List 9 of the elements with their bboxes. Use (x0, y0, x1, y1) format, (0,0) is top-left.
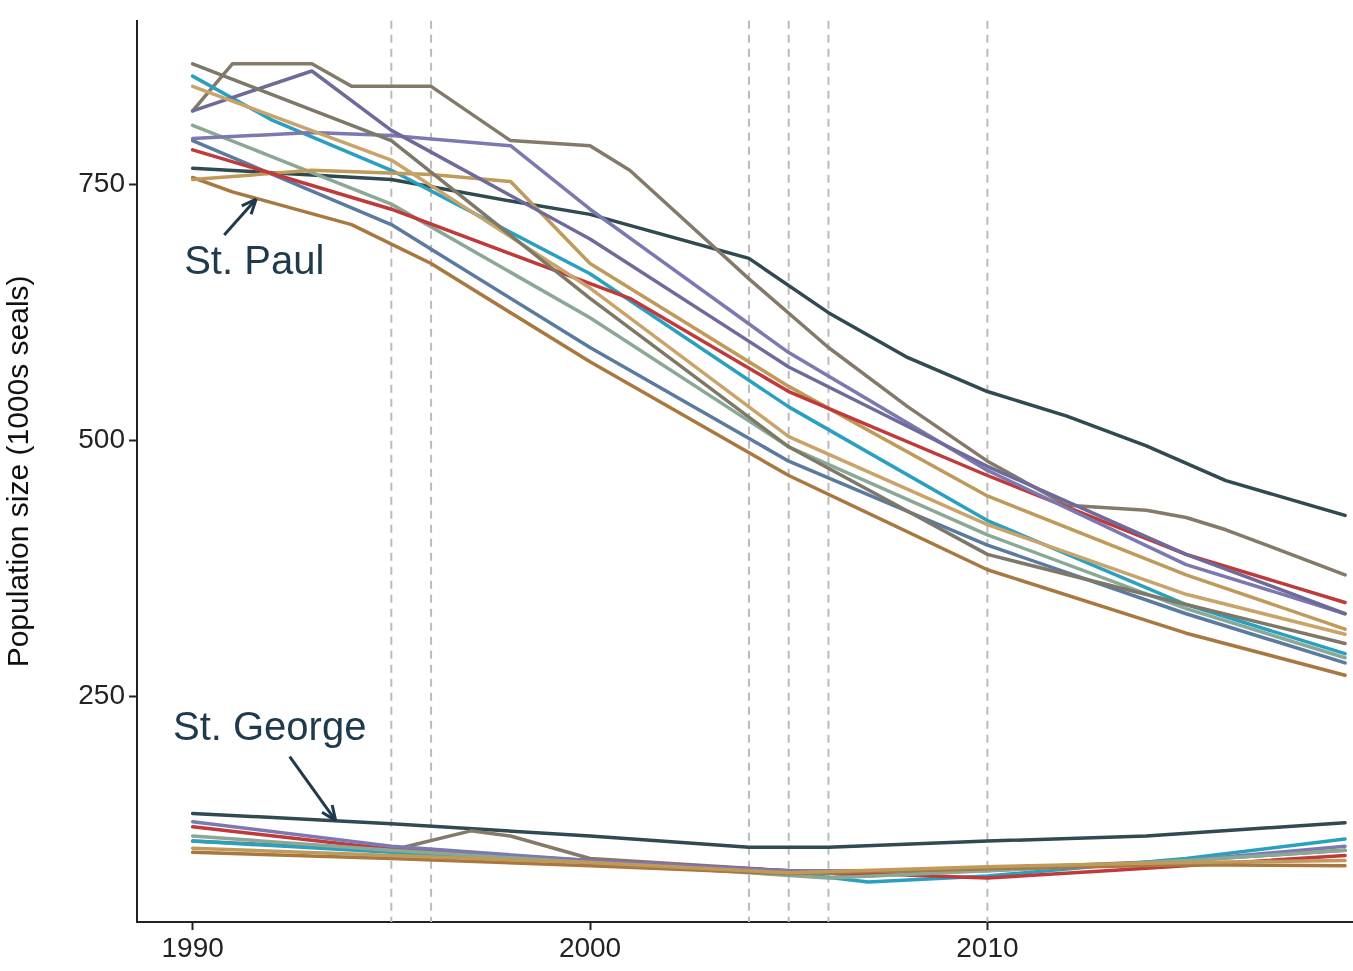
y-axis-title: Population size (1000s seals) (1, 275, 35, 668)
annotation: St. George (172, 703, 367, 748)
y-tick-label: 250 (78, 679, 125, 711)
y-tick-label: 500 (78, 423, 125, 455)
y-tick-label: 750 (78, 167, 125, 199)
x-tick-label: 2010 (956, 931, 1019, 963)
x-tick-label: 1990 (161, 931, 224, 963)
x-tick-label: 2000 (558, 931, 622, 963)
annotation: St. Paul (184, 238, 325, 283)
